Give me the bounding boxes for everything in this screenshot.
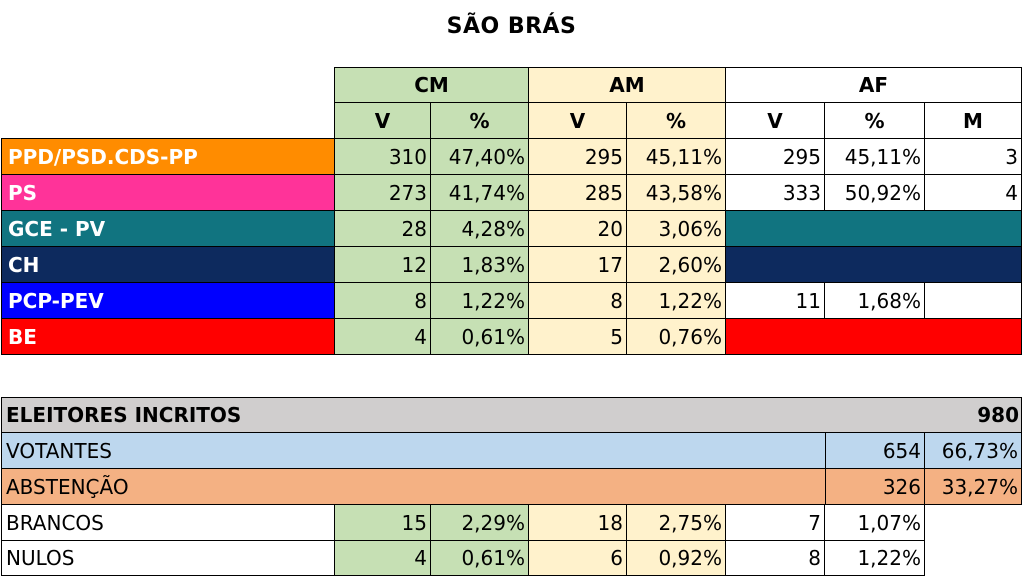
header-am-v: V: [528, 102, 627, 139]
party-name: CH: [1, 246, 335, 283]
am-votes: 285: [528, 174, 627, 211]
blank-votes-label: BRANCOS: [1, 504, 335, 541]
cm-votes: 273: [334, 174, 431, 211]
blank-votes-cm-pct: 2,29%: [430, 504, 529, 541]
af-mandates: [924, 282, 1022, 319]
am-votes: 295: [528, 138, 627, 175]
header-af-m: M: [924, 102, 1022, 139]
blank-votes-af-pct: 1,07%: [824, 504, 925, 541]
null-votes-label: NULOS: [1, 540, 335, 576]
cm-votes: 4: [334, 318, 431, 355]
am-votes: 5: [528, 318, 627, 355]
header-cm-v: V: [334, 102, 431, 139]
cm-pct: 1,22%: [430, 282, 529, 319]
cm-pct: 0,61%: [430, 318, 529, 355]
af-pct: 50,92%: [824, 174, 925, 211]
party-name: PS: [1, 174, 335, 211]
am-pct: 2,60%: [626, 246, 726, 283]
header-af: AF: [725, 67, 1022, 103]
af-empty-block: [725, 318, 1022, 355]
af-empty-block: [725, 210, 1022, 247]
am-pct: 45,11%: [626, 138, 726, 175]
af-pct: 45,11%: [824, 138, 925, 175]
cm-votes: 8: [334, 282, 431, 319]
af-votes: 333: [725, 174, 825, 211]
blank-votes-af-v: 7: [725, 504, 825, 541]
null-votes-cm-v: 4: [334, 540, 431, 576]
af-mandates: 4: [924, 174, 1022, 211]
cm-votes: 310: [334, 138, 431, 175]
party-name: PPD/PSD.CDS-PP: [1, 138, 335, 175]
af-votes: 295: [725, 138, 825, 175]
af-mandates: 3: [924, 138, 1022, 175]
am-votes: 8: [528, 282, 627, 319]
party-name: PCP-PEV: [1, 282, 335, 319]
page-title: SÃO BRÁS: [446, 14, 577, 39]
am-votes: 20: [528, 210, 627, 247]
abstention-pct: 33,27%: [924, 468, 1022, 505]
af-pct: 1,68%: [824, 282, 925, 319]
voters-value: 654: [825, 432, 925, 469]
abstention-label: ABSTENÇÃO: [1, 468, 826, 505]
blank-votes-cm-v: 15: [334, 504, 431, 541]
cm-pct: 4,28%: [430, 210, 529, 247]
blank-votes-am-v: 18: [528, 504, 627, 541]
cm-pct: 41,74%: [430, 174, 529, 211]
null-votes-cm-pct: 0,61%: [430, 540, 529, 576]
header-cm: CM: [334, 67, 529, 103]
party-name: BE: [1, 318, 335, 355]
header-af-pct: %: [824, 102, 925, 139]
header-am: AM: [528, 67, 726, 103]
cm-pct: 1,83%: [430, 246, 529, 283]
abstention-value: 326: [825, 468, 925, 505]
null-votes-am-v: 6: [528, 540, 627, 576]
registered-voters-label: ELEITORES INCRITOS: [1, 397, 1022, 433]
cm-votes: 28: [334, 210, 431, 247]
cm-pct: 47,40%: [430, 138, 529, 175]
header-am-pct: %: [626, 102, 726, 139]
null-votes-af-pct: 1,22%: [824, 540, 925, 576]
am-pct: 0,76%: [626, 318, 726, 355]
registered-voters-value: 980: [977, 403, 1019, 427]
af-empty-block: [725, 246, 1022, 283]
cm-votes: 12: [334, 246, 431, 283]
voters-pct: 66,73%: [924, 432, 1022, 469]
header-af-v: V: [725, 102, 825, 139]
null-votes-am-pct: 0,92%: [626, 540, 726, 576]
blank-votes-am-pct: 2,75%: [626, 504, 726, 541]
am-pct: 3,06%: [626, 210, 726, 247]
header-cm-pct: %: [430, 102, 529, 139]
am-pct: 43,58%: [626, 174, 726, 211]
null-votes-af-v: 8: [725, 540, 825, 576]
af-votes: 11: [725, 282, 825, 319]
party-name: GCE - PV: [1, 210, 335, 247]
voters-label: VOTANTES: [1, 432, 826, 469]
am-pct: 1,22%: [626, 282, 726, 319]
am-votes: 17: [528, 246, 627, 283]
